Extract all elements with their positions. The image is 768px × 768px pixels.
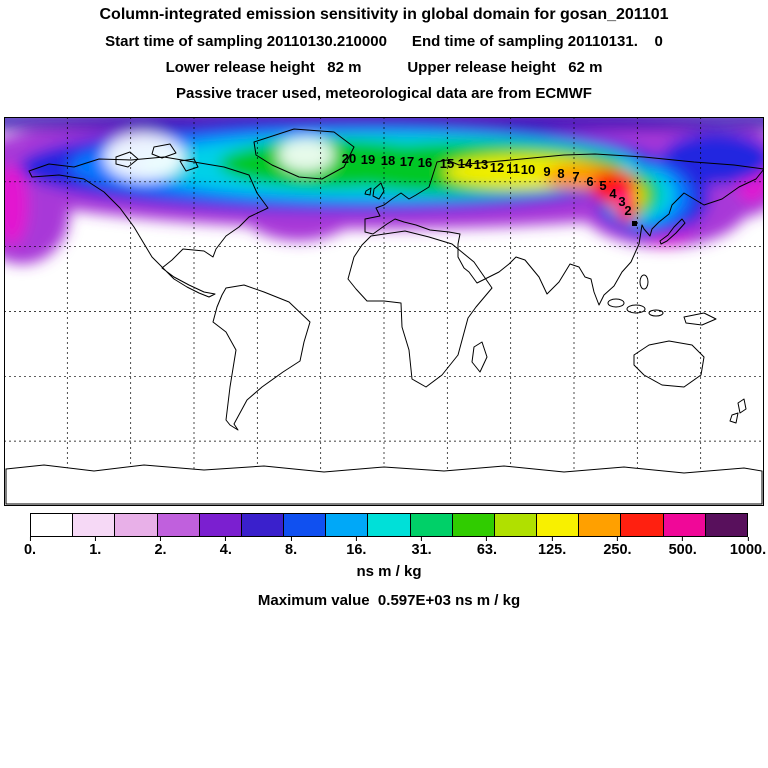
receptor-marker xyxy=(632,221,637,226)
coastlines xyxy=(28,128,765,431)
trajectory-day-label: 14 xyxy=(458,156,473,171)
colorbar-tick: 1. xyxy=(89,537,101,558)
colorbar-tick: 2. xyxy=(154,537,167,558)
trajectory-day-label: 13 xyxy=(474,157,488,172)
colorbar-tick: 500. xyxy=(669,537,697,558)
colorbar-cell xyxy=(73,514,116,536)
colorbar-tick: 250. xyxy=(603,537,632,558)
colorbar-tick: 125. xyxy=(538,537,566,558)
max-value-label: Maximum value 0.597E+03 ns m / kg xyxy=(257,592,521,609)
colorbar-tick: 63. xyxy=(477,537,497,558)
trajectory-day-label: 9 xyxy=(543,164,550,179)
trajectory-day-label: 15 xyxy=(440,156,454,171)
map-frame xyxy=(4,117,764,506)
world-map: 20 19 18 17 16 15 14 13 12 11 10 9 8 7 6 5 4 3 2 xyxy=(4,117,765,506)
colorbar-cell xyxy=(494,514,538,536)
page-title: Column-integrated emission sensitivity i… xyxy=(99,6,669,23)
trajectory-day-label: 5 xyxy=(599,178,606,193)
colorbar-cell xyxy=(452,514,495,536)
trajectory-day-label: 11 xyxy=(506,161,520,176)
colorbar-tick: 16. xyxy=(346,537,366,558)
colorbar-tick: 31. xyxy=(412,537,432,558)
trajectory-day-label: 7 xyxy=(572,169,579,184)
colorbar-cell xyxy=(368,514,411,536)
colorbar-cell xyxy=(537,514,580,536)
colorbar-cells xyxy=(30,513,748,537)
trajectory-day-label: 6 xyxy=(586,174,593,189)
colorbar-tick: 8. xyxy=(285,537,297,558)
tracer-line: Passive tracer used, meteorological data… xyxy=(176,85,592,102)
map-grid xyxy=(4,117,764,506)
colorbar-cell xyxy=(157,514,200,536)
colorbar-cell xyxy=(115,514,158,536)
trajectory-day-label: 3 xyxy=(618,194,625,209)
colorbar-cell xyxy=(621,514,664,536)
colorbar-cell xyxy=(199,514,242,536)
colorbar-cell xyxy=(663,514,706,536)
colorbar-cell xyxy=(410,514,453,536)
trajectory-day-label: 19 xyxy=(361,152,375,167)
colorbar-cell xyxy=(31,514,74,536)
colorbar-cell xyxy=(241,514,285,536)
colorbar-cell xyxy=(579,514,622,536)
trajectory-day-label: 4 xyxy=(609,186,617,201)
colorbar-cell xyxy=(284,514,327,536)
trajectory-day-label: 2 xyxy=(624,203,631,218)
release-height-line: Lower release height 82 m Upper release … xyxy=(165,59,603,76)
trajectory-day-label: 10 xyxy=(521,162,535,177)
trajectory-day-label: 17 xyxy=(400,154,414,169)
trajectory-day-label: 16 xyxy=(418,155,432,170)
trajectory-day-label: 8 xyxy=(557,166,564,181)
colorbar-tick: 0. xyxy=(24,537,36,558)
antarctica-outline xyxy=(5,464,763,505)
colorbar-tick: 1000. xyxy=(730,537,766,558)
colorbar-ticks: 0. 1. 2. 4. 8. 16. 31. 63. 125. 250. 500. 1000. xyxy=(24,537,766,563)
colorbar-cell xyxy=(705,514,747,536)
trajectory-day-label: 12 xyxy=(490,160,504,175)
colorbar-cell xyxy=(326,514,369,536)
trajectory-day-label: 18 xyxy=(381,153,395,168)
trajectory-day-label: 20 xyxy=(342,151,356,166)
sampling-time-line: Start time of sampling 20110130.210000 E… xyxy=(105,33,663,50)
colorbar-tick: 4. xyxy=(220,537,232,558)
colorbar-units-label: ns m / kg xyxy=(356,563,422,580)
